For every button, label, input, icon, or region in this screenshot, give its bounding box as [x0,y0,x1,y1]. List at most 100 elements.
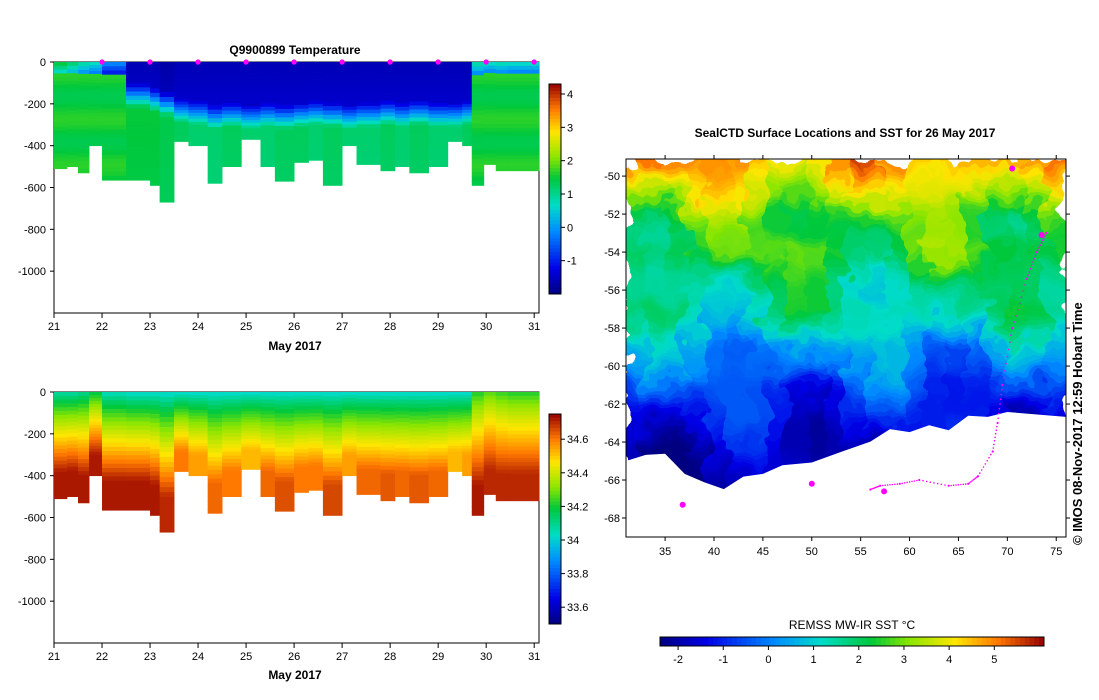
sst-cell [786,417,807,425]
profile-cell [322,502,343,507]
profile-cell [447,90,463,94]
sst-cell [966,159,987,167]
profile-cell [241,114,261,118]
profile-cell [78,137,90,142]
sst-cell [1026,341,1047,349]
profile-cell [159,122,175,128]
profile-cell [78,117,90,122]
profile-cell [102,104,127,109]
sst-cell [746,177,767,185]
profile-cell [356,424,381,429]
profile-cell [322,400,343,406]
profile-cell [409,498,429,504]
profile-cell [342,103,357,108]
lon-tick-label: 50 [806,546,818,558]
profile-cell [222,91,242,97]
profile-cell [207,461,223,467]
sst-cell [846,329,867,337]
profile-cell [483,124,497,129]
profile-cell [66,410,79,415]
profile-cell [483,395,497,400]
sst-cell [926,297,947,305]
profile-cell [241,408,261,412]
profile-cell [274,117,295,123]
profile-cell [356,461,381,466]
sst-colorbar-segment [1029,637,1035,646]
sst-map-frame [625,158,1067,538]
sst-cell [1006,184,1027,192]
profile-cell [507,143,540,148]
sst-cell [686,436,707,444]
profile-cell [260,110,276,115]
sst-colorbar-tick-label: 2 [856,654,862,666]
sst-cell [826,240,847,248]
profile-cell [380,430,396,436]
sst-cell [746,360,767,368]
sst-colorbar-segment [957,637,963,646]
profile-cell [322,158,343,164]
sst-cell [926,228,947,236]
profile-cell [294,481,309,486]
sst-cell [646,165,667,173]
sst-cell [626,316,647,324]
sst-cell [726,234,747,242]
sst-cell [986,228,1007,236]
profile-cell [428,84,449,89]
sst-cell [806,404,827,412]
profile-cell [150,488,161,494]
profile-cell [294,399,309,404]
profile-cell [462,436,473,441]
profile-cell [308,118,324,123]
profile-cell [150,167,161,173]
sst-cell [986,159,1007,167]
profile-cell [78,125,90,130]
sst-cell [906,373,927,381]
sst-cell [666,291,687,299]
profile-cell [66,481,79,486]
sst-cell [806,429,827,437]
profile-cell [274,460,295,465]
lat-tick-label: -64 [604,437,620,449]
profile-cell [380,65,396,71]
profile-cell [207,474,223,480]
sst-cell [826,448,847,456]
profile-cell [188,469,209,474]
profile-cell [66,459,79,464]
profile-cell [342,415,357,420]
sst-cell [1046,159,1066,167]
sst-cell [686,165,707,173]
sst-cell [666,335,687,343]
sst-cell [906,184,927,192]
profile-cell [428,121,449,126]
sst-cell [826,209,847,217]
profile-cell [428,436,449,441]
sst-cell [1026,184,1047,192]
profile-cell [66,395,79,400]
sst-cell [626,423,647,431]
sst-cell [686,474,707,482]
sst-cell [666,436,687,444]
y-tick-label: 0 [40,387,46,399]
profile-cell [342,136,357,141]
sst-cell [646,240,667,248]
profile-cell [428,421,449,427]
profile-cell [222,84,242,89]
profile-cell [308,399,324,403]
seal-track-dot [916,479,918,482]
sst-cell [686,341,707,349]
sst-cell [1026,303,1047,311]
profile-cell [294,83,309,88]
profile-cell [54,456,68,461]
profile-cell [471,458,485,463]
profile-cell [150,62,161,67]
profile-cell [462,67,473,72]
profile-cell [89,130,103,135]
sst-cell [786,285,807,293]
sst-cell [806,411,827,419]
profile-cell [308,153,324,158]
profile-cell [394,69,410,74]
sst-cell [626,278,647,286]
profile-cell [294,445,309,450]
profile-cell [66,436,79,441]
profile-cell [126,146,151,152]
